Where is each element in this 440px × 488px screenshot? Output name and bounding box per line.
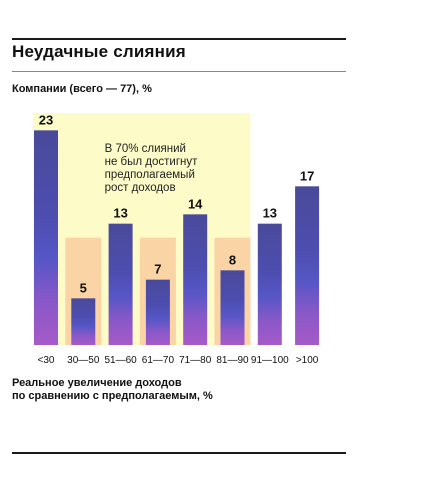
data-label-5: 8 [229,252,236,267]
annotation-line-1: не был достигнут [105,156,199,168]
data-label-3: 7 [154,262,161,277]
bar-6 [257,223,282,345]
annotation-line-2: предполагаемый [105,169,195,181]
bar-4 [183,214,208,345]
x-axis-title-line-1: Реальное увеличение доходов [12,377,182,389]
bottom-rule [12,452,346,454]
x-tick-label-0: <30 [38,355,55,366]
annotation-text: В 70% слияний не был достигнут предполагае… [105,143,199,194]
chart-title: Неудачные слияния [12,42,186,61]
bar-1 [71,298,96,345]
x-tick-label-4: 71—80 [179,355,212,366]
x-axis-title: Реальное увеличение доходов по сравнению… [12,377,213,403]
x-tick-label-7: >100 [296,355,319,366]
bar-3 [145,279,170,345]
data-label-1: 5 [80,280,87,295]
title-rule [12,71,346,72]
data-label-0: 23 [39,112,53,127]
bar-2 [108,223,133,345]
x-axis-title-line-2: по сравнению с предполагаемым, % [12,390,213,402]
bar-7 [295,186,320,345]
x-tick-label-3: 61—70 [142,355,175,366]
top-rule [12,38,346,40]
x-tick-label-6: 91—100 [251,355,289,366]
data-label-4: 14 [188,196,203,211]
data-label-6: 13 [263,206,277,221]
x-tick-label-1: 30—50 [67,355,100,366]
annotation-line-0: В 70% слияний [105,143,186,155]
bar-0 [34,130,58,345]
annotation-line-3: рост доходов [105,182,176,194]
chart-subtitle: Компании (всего — 77), % [12,83,152,95]
data-label-7: 17 [300,168,314,183]
bar-5 [220,270,245,345]
x-tick-label-2: 51—60 [104,355,137,366]
x-tick-label-5: 81—90 [216,355,249,366]
data-label-2: 13 [113,206,127,221]
